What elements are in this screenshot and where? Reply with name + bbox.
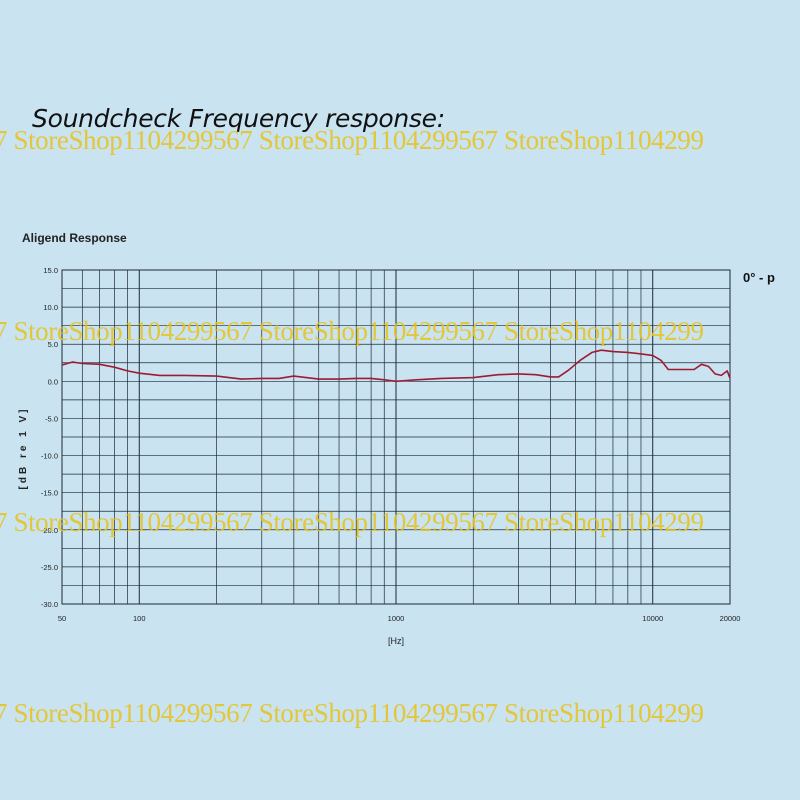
y-axis-label: [dB re 1 V] (18, 406, 29, 489)
grid-lines (61, 269, 731, 605)
x-tick-label: 100 (133, 614, 146, 623)
page-heading: Soundcheck Frequency response: (32, 104, 445, 133)
y-tick-label: 0.0 (48, 377, 58, 386)
y-tick-label: -25.0 (41, 563, 58, 572)
x-tick-label: 50 (58, 614, 66, 623)
plot-frame (61, 269, 731, 605)
y-tick-label: -5.0 (45, 414, 58, 423)
y-tick-label: -15.0 (41, 489, 58, 498)
y-tick-label: -30.0 (41, 600, 58, 609)
y-tick-label: 15.0 (43, 266, 58, 275)
tick-labels: 15.0 10.0 5.0 0.0 -5.0 -10.0 -15.0 -20.0 -25.0 -3… (41, 266, 741, 623)
x-tick-label: 1000 (388, 614, 405, 623)
series-line (61, 349, 731, 383)
y-tick-label: -10.0 (41, 452, 58, 461)
y-tick-label: 10.0 (43, 303, 58, 312)
x-axis-label: [Hz] (388, 636, 404, 646)
x-tick-label: 20000 (720, 614, 741, 623)
chart-title: Aligend Response (22, 231, 127, 245)
x-tick-label: 10000 (642, 614, 663, 623)
y-tick-label: 5.0 (48, 340, 58, 349)
polar-pattern-annotation: 0° - p (743, 270, 775, 285)
y-tick-label: -20.0 (41, 526, 58, 535)
